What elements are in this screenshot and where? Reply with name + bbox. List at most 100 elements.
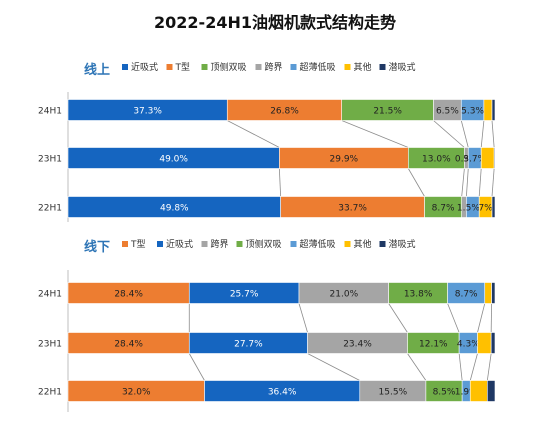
legend-label: 跨界 bbox=[265, 62, 283, 73]
connector-line bbox=[299, 304, 308, 333]
legend-swatch bbox=[202, 64, 208, 70]
connector-line bbox=[227, 121, 279, 148]
connector-line bbox=[492, 169, 494, 197]
legend-label: 其他 bbox=[354, 238, 372, 250]
data-label: 13.0% bbox=[422, 155, 451, 165]
legend-swatch bbox=[345, 64, 351, 70]
data-label: 12.1% bbox=[419, 340, 448, 350]
connector-line bbox=[448, 304, 460, 333]
legend-swatch bbox=[345, 241, 351, 247]
legend-label: 顶侧双吸 bbox=[211, 61, 247, 73]
data-label: 27.7% bbox=[234, 340, 263, 350]
connector-line bbox=[466, 169, 468, 197]
data-label: 13.8% bbox=[404, 290, 433, 300]
data-label: 37.3% bbox=[133, 107, 162, 117]
connector-line bbox=[459, 354, 462, 381]
legend-label: 其他 bbox=[354, 61, 372, 73]
data-label: 33.7% bbox=[338, 204, 367, 214]
data-label: 32.0% bbox=[122, 388, 151, 398]
connector-line bbox=[407, 354, 425, 381]
connector-line bbox=[487, 354, 491, 381]
bar-e6bd9ce590b8e5bc8f bbox=[494, 148, 495, 169]
legend-label: 近吸式 bbox=[131, 61, 158, 73]
panel-label: 线下 bbox=[84, 239, 110, 255]
bar-e585b6e4bb96 bbox=[485, 283, 492, 304]
bar-e6bd9ce590b8e5bc8f bbox=[492, 283, 495, 304]
legend-label: 潜吸式 bbox=[389, 238, 416, 250]
data-label: 5.3% bbox=[461, 107, 484, 117]
data-label: 8.7% bbox=[455, 290, 478, 300]
legend-swatch bbox=[122, 241, 128, 247]
connector-line bbox=[477, 304, 484, 333]
data-label: 8.5% bbox=[433, 388, 456, 398]
data-label: 8.7% bbox=[432, 204, 455, 214]
data-label: 28.4% bbox=[114, 290, 143, 300]
bar-e6bd9ce590b8e5bc8f bbox=[492, 197, 495, 218]
legend-swatch bbox=[157, 241, 163, 247]
panel-2: 线下 T型 近吸式 跨界 顶侧双吸 超薄低吸 其他 潜吸式 24H1 28.4% 25.7% 21.0… bbox=[38, 238, 495, 412]
data-label: 21.5% bbox=[373, 107, 402, 117]
connector-line bbox=[408, 169, 424, 197]
connector-line bbox=[481, 121, 484, 148]
data-label: 23.4% bbox=[343, 340, 372, 350]
category-label: 24H1 bbox=[38, 107, 62, 117]
connector-line bbox=[479, 169, 481, 197]
category-label: 22H1 bbox=[38, 204, 62, 214]
legend-swatch bbox=[380, 241, 386, 247]
legend-label: 近吸式 bbox=[166, 238, 193, 250]
connector-line bbox=[462, 169, 465, 197]
bar-e6bd9ce590b8e5bc8f bbox=[492, 100, 495, 121]
bar-e585b6e4bb96 bbox=[481, 148, 494, 169]
legend-label: T型 bbox=[130, 239, 146, 250]
connector-line bbox=[342, 121, 409, 148]
category-label: 24H1 bbox=[38, 290, 62, 300]
data-label: 49.8% bbox=[160, 204, 189, 214]
legend-label: 跨界 bbox=[211, 239, 229, 250]
legend-swatch bbox=[237, 241, 243, 247]
data-label: 15.5% bbox=[379, 388, 408, 398]
connector-line bbox=[308, 354, 360, 381]
panel-1: 线上 近吸式 T型 顶侧双吸 跨界 超薄低吸 其他 潜吸式 24H1 37.3% 26.8% 21.5… bbox=[38, 61, 495, 222]
legend-swatch bbox=[122, 64, 128, 70]
data-label: 7% bbox=[478, 204, 493, 214]
data-label: 6.5% bbox=[436, 107, 459, 117]
legend-label: 超薄低吸 bbox=[300, 238, 336, 250]
legend-label: 超薄低吸 bbox=[300, 61, 336, 73]
bar-e6bd9ce590b8e5bc8f bbox=[491, 333, 495, 354]
legend-swatch bbox=[291, 64, 297, 70]
legend-swatch bbox=[380, 64, 386, 70]
legend-label: T型 bbox=[175, 62, 191, 73]
legend-swatch bbox=[167, 64, 173, 70]
data-label: 49.0% bbox=[159, 155, 188, 165]
category-label: 22H1 bbox=[38, 388, 62, 398]
connector-line bbox=[461, 121, 468, 148]
connector-line bbox=[279, 169, 280, 197]
connector-line bbox=[470, 354, 477, 381]
data-label: 26.8% bbox=[270, 107, 299, 117]
bar-e585b6e4bb96 bbox=[470, 381, 487, 402]
panel-label: 线上 bbox=[84, 62, 110, 78]
category-label: 23H1 bbox=[38, 155, 62, 165]
legend-swatch bbox=[256, 64, 262, 70]
category-label: 23H1 bbox=[38, 340, 62, 350]
bar-e585b6e4bb96 bbox=[484, 100, 492, 121]
connector-line bbox=[492, 121, 494, 148]
legend-swatch bbox=[202, 241, 208, 247]
data-label: 21.0% bbox=[330, 290, 359, 300]
data-label: 29.9% bbox=[330, 155, 359, 165]
data-label: 36.4% bbox=[268, 388, 297, 398]
bar-e585b6e4bb96 bbox=[477, 333, 491, 354]
connector-line bbox=[434, 121, 465, 148]
data-label: 25.7% bbox=[230, 290, 259, 300]
data-label: 28.4% bbox=[114, 340, 143, 350]
legend-label: 潜吸式 bbox=[389, 61, 416, 73]
chart-title: 2022-24H1油烟机款式结构走势 bbox=[154, 13, 396, 32]
legend-label: 顶侧双吸 bbox=[246, 238, 282, 250]
legend-swatch bbox=[291, 241, 297, 247]
connector-line bbox=[189, 354, 204, 381]
bar-e6bd9ce590b8e5bc8f bbox=[487, 381, 495, 402]
data-label: 4.3% bbox=[457, 340, 480, 350]
connector-line bbox=[389, 304, 408, 333]
